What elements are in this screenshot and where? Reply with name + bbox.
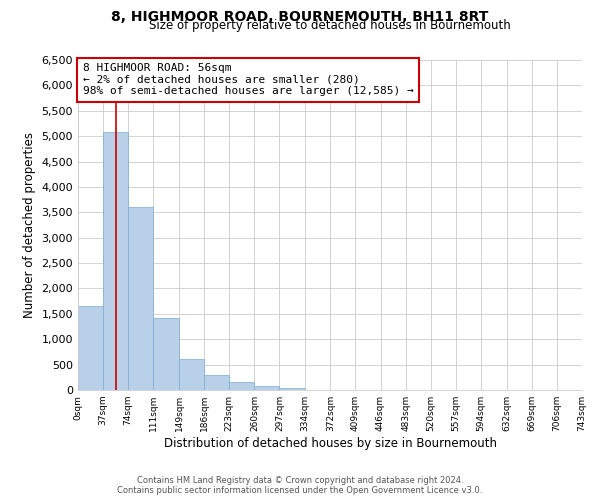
Bar bbox=[204, 375, 229, 390]
Bar bbox=[78, 306, 103, 390]
Bar bbox=[280, 388, 305, 390]
Y-axis label: Number of detached properties: Number of detached properties bbox=[23, 132, 36, 318]
Text: Contains HM Land Registry data © Crown copyright and database right 2024.
Contai: Contains HM Land Registry data © Crown c… bbox=[118, 476, 482, 495]
X-axis label: Distribution of detached houses by size in Bournemouth: Distribution of detached houses by size … bbox=[163, 437, 497, 450]
Bar bbox=[179, 359, 204, 390]
Text: 8, HIGHMOOR ROAD, BOURNEMOUTH, BH11 8RT: 8, HIGHMOOR ROAD, BOURNEMOUTH, BH11 8RT bbox=[112, 10, 488, 24]
Text: 8 HIGHMOOR ROAD: 56sqm
← 2% of detached houses are smaller (280)
98% of semi-det: 8 HIGHMOOR ROAD: 56sqm ← 2% of detached … bbox=[83, 64, 414, 96]
Bar bbox=[153, 318, 179, 390]
Bar bbox=[254, 386, 280, 390]
Bar bbox=[229, 382, 254, 390]
Bar bbox=[128, 207, 153, 390]
Bar bbox=[103, 132, 128, 390]
Title: Size of property relative to detached houses in Bournemouth: Size of property relative to detached ho… bbox=[149, 20, 511, 32]
